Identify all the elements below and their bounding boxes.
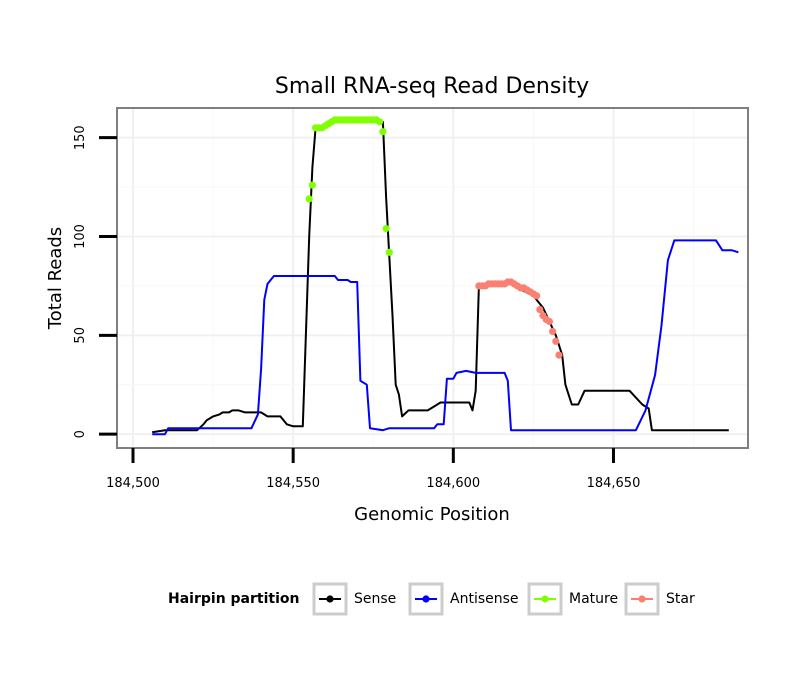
data-point-mature [382,225,390,233]
legend-item-mature: Mature [527,582,618,616]
data-point-mature [308,181,316,189]
legend: Hairpin partition Sense Antisense Mature Sta… [168,582,695,616]
data-point-mature [376,118,384,126]
legend-key-dot [638,595,646,603]
legend-key-dot [541,595,549,603]
legend-item-antisense: Antisense [408,582,519,616]
x-axis-title: Genomic Position [354,504,510,525]
data-point-star [552,337,560,345]
x-tick-label: 184,600 [426,476,480,491]
legend-label-mature: Mature [569,591,618,607]
data-point-star [536,306,544,314]
legend-label-star: Star [666,591,695,607]
legend-title: Hairpin partition [168,591,299,607]
y-tick-label: 50 [73,327,88,344]
data-point-star [555,351,563,359]
data-point-star [545,317,554,326]
series-layer [152,116,739,436]
plot-panel [117,108,748,448]
legend-key-dot [422,595,430,603]
data-point-mature [379,128,387,136]
data-point-star [549,327,557,335]
data-point-mature [385,248,393,256]
legend-item-sense: Sense [312,582,396,616]
axes: 184,500 184,550 184,600 184,650 0 50 100 150 [73,125,640,491]
y-tick-label: 150 [73,125,88,150]
legend-label-sense: Sense [354,591,396,607]
y-tick-label: 100 [73,224,88,249]
x-tick-label: 184,650 [587,476,641,491]
x-tick-label: 184,500 [106,476,160,491]
y-tick-label: 0 [73,430,88,438]
y-axis-title: Total Reads [45,227,66,330]
x-tick-label: 184,550 [266,476,320,491]
plot-border [116,107,749,449]
grid [117,108,748,448]
legend-label-antisense: Antisense [450,591,519,607]
legend-key-dot [326,595,334,603]
legend-item-star: Star [624,582,695,616]
series-line-sense [152,118,729,434]
series-line-antisense [152,239,739,436]
data-point-mature [305,195,313,203]
data-point-star [533,292,541,300]
chart-title: Small RNA-seq Read Density [275,74,589,99]
